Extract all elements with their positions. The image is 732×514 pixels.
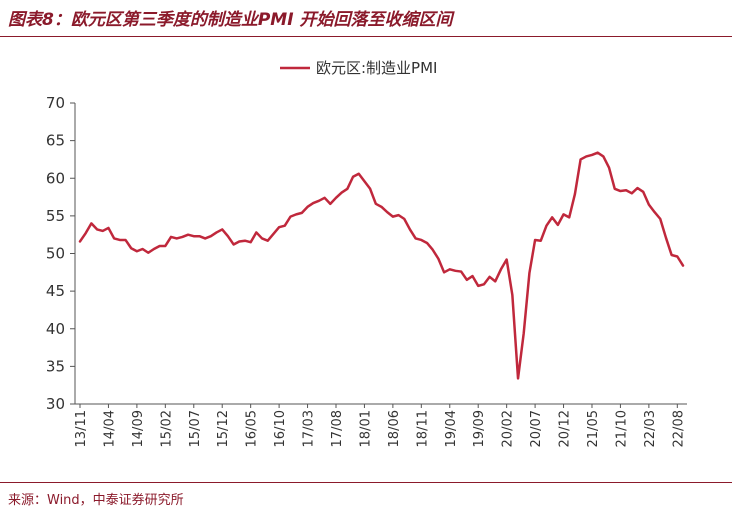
y-tick-label: 35 bbox=[46, 357, 65, 375]
legend-label: 欧元区:制造业PMI bbox=[316, 59, 437, 77]
source-note: 来源：Wind，中泰证券研究所 bbox=[8, 493, 184, 508]
y-tick-label: 65 bbox=[46, 132, 65, 150]
x-tick-label: 16/05 bbox=[245, 410, 260, 447]
y-tick-label: 55 bbox=[46, 207, 65, 225]
x-tick-label: 14/04 bbox=[102, 410, 117, 447]
pmi-line-chart: 欧元区:制造业PMI 30 35 40 45 50 55 60 65 70 13/11 14/04… bbox=[46, 59, 687, 447]
x-tick-label: 22/08 bbox=[671, 410, 686, 447]
x-tick-label: 15/02 bbox=[159, 410, 174, 447]
x-tick-label: 18/06 bbox=[387, 410, 402, 447]
y-axis: 30 35 40 45 50 55 60 65 70 bbox=[46, 94, 76, 413]
x-tick-label: 20/02 bbox=[501, 410, 516, 447]
x-tick-label: 20/12 bbox=[558, 410, 573, 447]
x-tick-label: 19/04 bbox=[444, 410, 459, 447]
x-tick-label: 21/10 bbox=[614, 410, 629, 447]
x-tick-label: 15/12 bbox=[216, 410, 231, 447]
series-layer bbox=[78, 151, 685, 380]
x-tick-label: 19/09 bbox=[472, 410, 487, 447]
x-tick-label: 17/03 bbox=[302, 410, 317, 447]
y-tick-label: 30 bbox=[46, 395, 65, 413]
x-tick-label: 16/10 bbox=[273, 410, 288, 447]
x-tick-label: 18/11 bbox=[415, 410, 430, 447]
x-tick-label: 21/05 bbox=[586, 410, 601, 447]
y-tick-label: 60 bbox=[46, 169, 65, 187]
y-tick-label: 70 bbox=[46, 94, 65, 112]
x-tick-label: 13/11 bbox=[74, 410, 89, 447]
x-tick-label: 15/07 bbox=[188, 410, 203, 447]
y-tick-label: 45 bbox=[46, 282, 65, 300]
title-divider bbox=[0, 36, 732, 37]
x-tick-label: 20/07 bbox=[529, 410, 544, 447]
x-tick-label: 14/09 bbox=[131, 410, 146, 447]
legend: 欧元区:制造业PMI bbox=[280, 59, 437, 77]
y-tick-label: 50 bbox=[46, 245, 65, 263]
series-line-eurozone-pmi bbox=[78, 151, 685, 380]
x-axis: 13/11 14/04 14/09 15/02 15/07 15/12 16/05 16/10… bbox=[74, 403, 687, 447]
x-tick-label: 18/01 bbox=[358, 410, 373, 447]
x-tick-label: 17/08 bbox=[330, 410, 345, 447]
source-divider bbox=[0, 482, 732, 483]
y-tick-label: 40 bbox=[46, 320, 65, 338]
x-tick-label: 22/03 bbox=[643, 410, 658, 447]
figure-title: 图表8：欧元区第三季度的制造业PMI 开始回落至收缩区间 bbox=[8, 10, 453, 30]
